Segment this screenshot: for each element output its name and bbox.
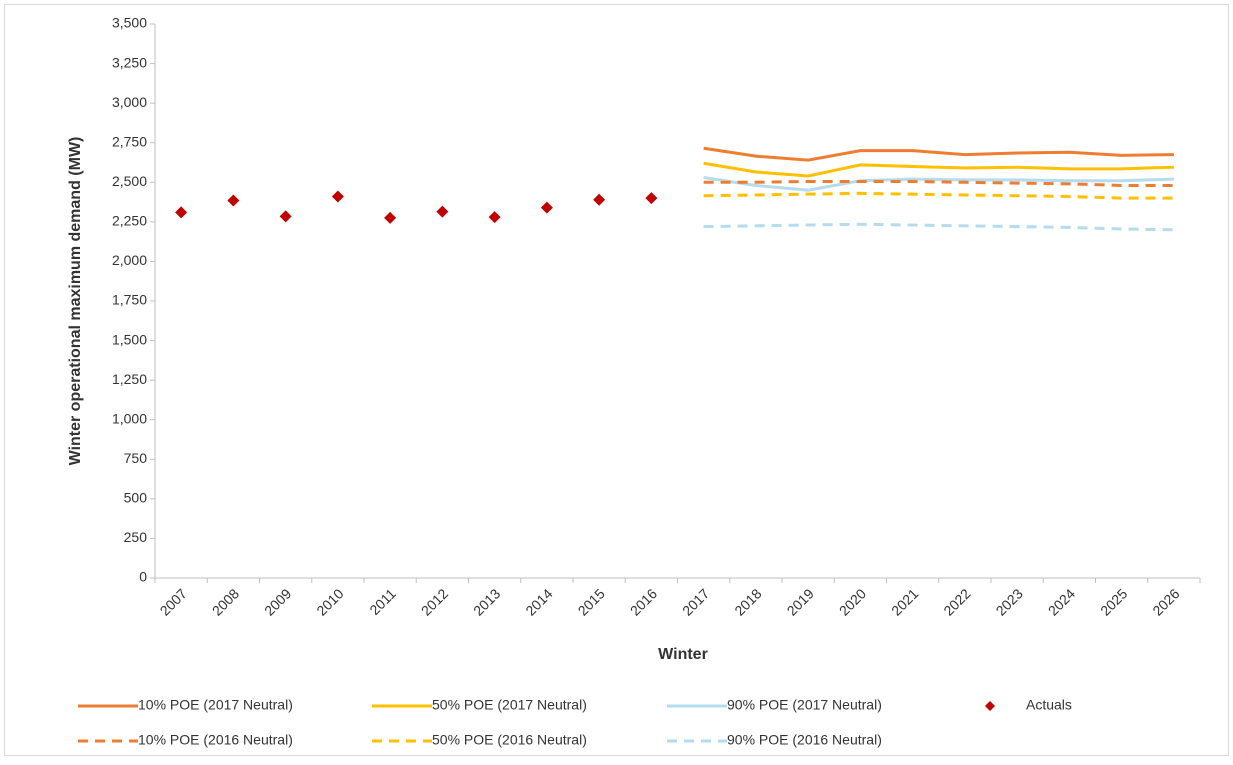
x-tick-label: 2009 [261, 585, 294, 618]
y-tick-label: 1,000 [112, 410, 147, 426]
y-tick-label: 2,500 [112, 173, 147, 189]
x-tick-label: 2013 [470, 585, 503, 618]
x-tick-label: 2019 [784, 585, 817, 618]
legend-label: Actuals [1026, 697, 1072, 713]
data-point [279, 210, 292, 223]
x-tick-label: 2021 [888, 585, 921, 618]
y-axis-title: Winter operational maximum demand (MW) [67, 137, 84, 466]
x-tick-label: 2017 [679, 585, 712, 618]
y-tick-label: 2,000 [112, 252, 147, 268]
y-tick-label: 1,750 [112, 292, 147, 308]
x-tick-label: 2016 [627, 585, 660, 618]
y-tick-label: 250 [124, 529, 148, 545]
x-tick-label: 2007 [157, 585, 190, 618]
series-line [703, 179, 1174, 187]
x-axis-title: Winter [658, 646, 708, 663]
y-tick-label: 2,250 [112, 213, 147, 229]
data-point [488, 211, 501, 224]
legend-marker [985, 701, 995, 711]
legend-label: 10% POE (2016 Neutral) [138, 732, 293, 748]
chart-border [4, 4, 1229, 756]
y-tick-label: 2,750 [112, 133, 147, 149]
x-tick-label: 2015 [575, 585, 608, 618]
x-tick-label: 2026 [1149, 585, 1182, 618]
y-tick-label: 1,500 [112, 331, 147, 347]
y-tick-label: 750 [124, 450, 148, 466]
data-point [540, 201, 553, 214]
legend-label: 50% POE (2016 Neutral) [432, 732, 587, 748]
x-tick-label: 2010 [313, 585, 346, 618]
data-point [331, 190, 344, 203]
series-line [703, 222, 1174, 232]
y-tick-label: 0 [139, 569, 147, 585]
y-tick-label: 3,000 [112, 94, 147, 110]
y-tick-label: 500 [124, 490, 148, 506]
series-line [703, 161, 1174, 178]
x-tick-label: 2024 [1045, 585, 1078, 618]
y-tick-label: 1,250 [112, 371, 147, 387]
x-tick-label: 2014 [522, 585, 555, 618]
data-point [384, 211, 397, 224]
series-line [703, 176, 1174, 192]
x-tick-label: 2011 [366, 585, 399, 618]
series-line [703, 146, 1174, 162]
legend-label: 10% POE (2017 Neutral) [138, 697, 293, 713]
series-line [703, 191, 1174, 200]
legend-label: 90% POE (2016 Neutral) [727, 732, 882, 748]
x-tick-label: 2020 [836, 585, 869, 618]
x-tick-label: 2008 [209, 585, 242, 618]
x-tick-label: 2023 [993, 585, 1026, 618]
legend-label: 50% POE (2017 Neutral) [432, 697, 587, 713]
data-point [645, 192, 658, 205]
y-tick-label: 3,250 [112, 54, 147, 70]
data-point [593, 193, 606, 206]
x-tick-label: 2025 [1097, 585, 1130, 618]
data-point [227, 194, 240, 207]
data-point [175, 206, 188, 219]
x-tick-label: 2018 [731, 585, 764, 618]
x-tick-label: 2022 [940, 585, 973, 618]
y-tick-label: 3,500 [112, 15, 147, 31]
x-tick-label: 2012 [418, 585, 451, 618]
data-point [436, 205, 449, 218]
legend-label: 90% POE (2017 Neutral) [727, 697, 882, 713]
